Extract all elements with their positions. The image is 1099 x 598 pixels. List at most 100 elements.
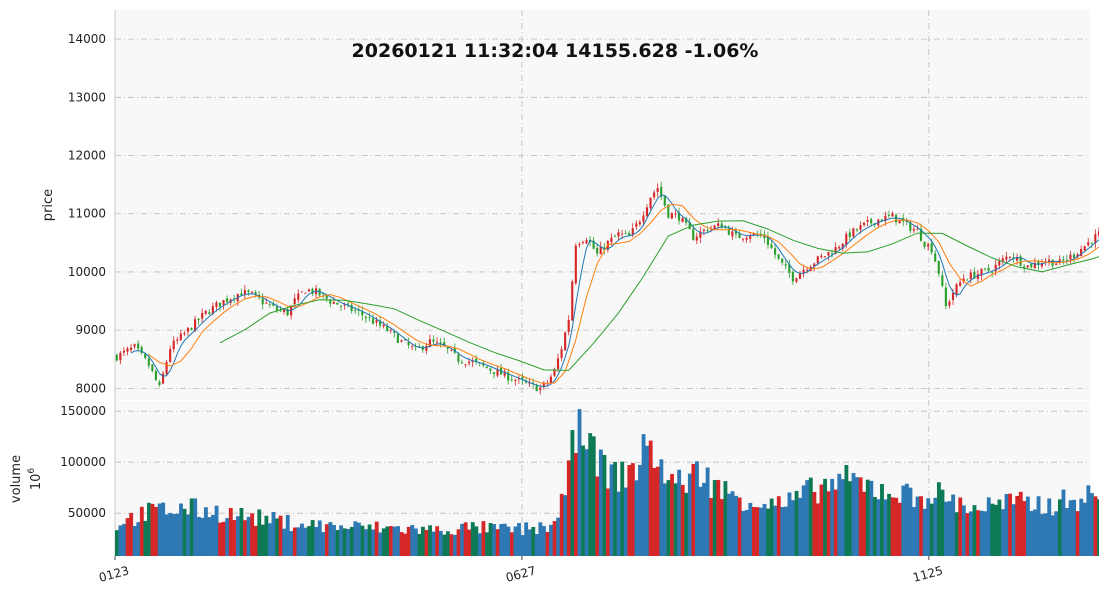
candle-body — [297, 293, 300, 301]
volume-bar — [1018, 491, 1023, 556]
candle-body — [734, 230, 738, 234]
candle-body — [702, 229, 705, 231]
candle-body — [944, 287, 947, 307]
volume-bar — [421, 526, 425, 556]
volume-bar — [1040, 514, 1045, 556]
volume-bar — [840, 479, 845, 556]
volume-bar — [506, 526, 511, 556]
candle-body — [880, 219, 883, 222]
volume-bar — [513, 526, 518, 556]
volume-bar — [997, 499, 1002, 556]
volume-bar — [648, 440, 653, 556]
candle-body — [820, 255, 823, 258]
candle-body — [770, 244, 773, 249]
candle-body — [1069, 254, 1072, 260]
volume-bar — [1004, 494, 1009, 556]
volume-bar — [894, 497, 899, 556]
volume-tick-label: 50000 — [68, 506, 106, 520]
candle-body — [720, 223, 723, 229]
price-axis-label: price — [41, 189, 56, 221]
candle-body — [432, 339, 435, 342]
volume-bar — [189, 498, 194, 556]
candle-body — [119, 352, 122, 361]
candle-body — [375, 320, 378, 323]
candle-body — [631, 228, 634, 236]
volume-bar — [666, 480, 671, 556]
candle-body — [140, 347, 143, 353]
volume-bar — [438, 530, 443, 556]
volume-bar — [883, 499, 888, 556]
candle-body — [496, 369, 499, 376]
volume-bar — [613, 461, 618, 556]
candle-body — [460, 362, 464, 364]
ma-line-ma10 — [148, 203, 1099, 385]
candle-body — [322, 293, 325, 295]
volume-bar — [467, 529, 472, 556]
candle-body — [240, 293, 243, 296]
candle-body — [973, 272, 976, 279]
candle-body — [653, 192, 656, 198]
volume-bar — [399, 532, 404, 556]
volume-bar — [296, 527, 301, 556]
volume-bar — [851, 473, 856, 556]
candle-body — [279, 310, 282, 311]
volume-bar — [424, 529, 429, 556]
volume-bar — [794, 490, 799, 556]
candle-body — [464, 364, 467, 366]
candle-body — [435, 342, 439, 344]
volume-bar — [509, 532, 514, 556]
volume-bar — [139, 506, 144, 556]
volume-bar — [584, 449, 589, 556]
candle-body — [407, 342, 410, 346]
volume-bar — [1001, 509, 1005, 556]
volume-bar — [933, 497, 938, 556]
volume-bar — [1093, 496, 1098, 556]
volume-bar — [221, 521, 226, 556]
candle-body — [304, 292, 307, 294]
candle-body — [489, 368, 492, 371]
candle-body — [343, 304, 346, 306]
volume-bar — [780, 507, 785, 556]
volume-bar — [954, 512, 959, 556]
volume-bar — [588, 433, 593, 556]
candle-body — [749, 236, 752, 239]
volume-bar — [282, 528, 287, 556]
volume-bar — [712, 480, 717, 556]
candle-body — [969, 272, 972, 280]
volume-bar — [823, 478, 827, 556]
candle-body — [948, 301, 951, 306]
volume-bar — [684, 492, 689, 556]
candle-body — [147, 358, 150, 366]
volume-bar — [1082, 502, 1087, 556]
candle-body — [393, 331, 396, 333]
volume-bar — [317, 520, 322, 556]
volume-axis-label: volume — [9, 455, 24, 503]
volume-bar — [371, 529, 376, 556]
candle-body — [1076, 254, 1079, 257]
volume-bar — [581, 445, 586, 556]
candle-body — [788, 264, 791, 274]
volume-bar — [292, 527, 297, 556]
candle-body — [521, 376, 524, 380]
candle-body — [884, 215, 887, 222]
candle-body — [361, 310, 364, 316]
candle-body — [991, 272, 994, 273]
volume-bar — [1033, 509, 1037, 556]
volume-bar — [858, 477, 863, 556]
volume-axis-exponent: 106 — [27, 468, 44, 491]
candle-body — [1087, 242, 1090, 246]
volume-bar — [993, 504, 998, 556]
volume-bar — [154, 507, 159, 556]
volume-bar — [456, 529, 461, 556]
candle-body — [645, 207, 649, 217]
candle-body — [830, 253, 834, 255]
volume-bar — [1047, 498, 1052, 556]
volume-bar — [620, 461, 625, 556]
candle-body — [1037, 261, 1040, 265]
volume-bar — [869, 480, 874, 556]
candle-body — [475, 358, 478, 362]
volume-bar — [324, 524, 329, 556]
volume-bar — [235, 516, 240, 556]
volume-bar — [762, 503, 767, 556]
